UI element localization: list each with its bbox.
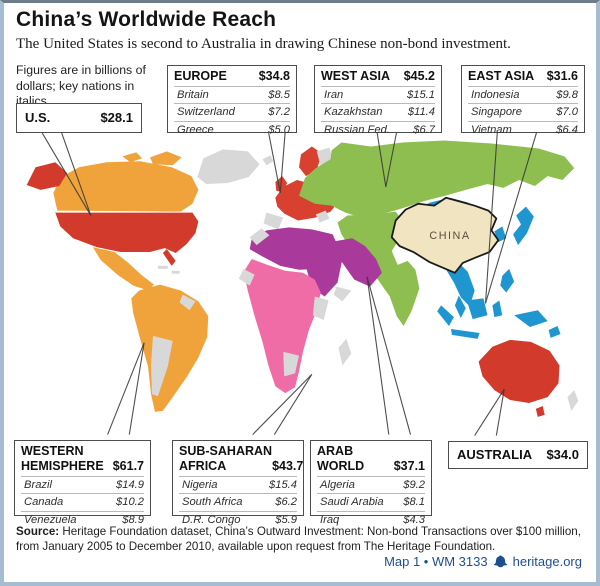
country-row: Nigeria $15.4 bbox=[179, 475, 297, 494]
region-box-western-hemisphere: WESTERN HEMISPHERE $61.7 Brazil $14.9 Cana… bbox=[14, 440, 151, 526]
map-no-data-oceania bbox=[567, 390, 579, 411]
region-total: $61.7 bbox=[112, 458, 144, 473]
country-row: Saudi Arabia $8.1 bbox=[317, 493, 425, 511]
region-name: U.S. bbox=[25, 110, 51, 125]
region-total: $31.6 bbox=[546, 69, 578, 83]
region-total: $45.2 bbox=[403, 69, 435, 83]
source-note: Source: Heritage Foundation dataset, Chi… bbox=[16, 524, 588, 555]
region-box-sub-saharan-africa: SUB-SAHARAN AFRICA $43.7 Nigeria $15.4 Sou… bbox=[172, 440, 304, 526]
region-total: $28.1 bbox=[100, 110, 133, 125]
map-number: Map 1 • WM 3133 bbox=[384, 554, 488, 569]
subtitle: The United States is second to Australia… bbox=[16, 36, 511, 52]
country-row: Kazakhstan $11.4 bbox=[321, 103, 435, 121]
region-box-australia: AUSTRALIA $34.0 bbox=[448, 441, 588, 469]
region-name: ARAB bbox=[317, 444, 354, 458]
map-no-data-north-africa bbox=[249, 228, 352, 302]
map-region-arab-world bbox=[249, 227, 382, 297]
country-row: Algeria $9.2 bbox=[317, 475, 425, 494]
source-text: Heritage Foundation dataset, China’s Out… bbox=[16, 525, 581, 554]
country-row: Brazil $14.9 bbox=[21, 475, 144, 494]
country-row: D.R. Congo $5.9 bbox=[179, 510, 297, 529]
country-row: Canada $10.2 bbox=[21, 493, 144, 511]
region-box-east-asia: EAST ASIA $31.6 Indonesia $9.8 Singapore $… bbox=[461, 65, 585, 136]
country-row: South Africa $6.2 bbox=[179, 493, 297, 511]
region-total: $37.1 bbox=[393, 458, 425, 473]
map-no-data-americas bbox=[151, 149, 260, 397]
country-row: Iraq $4.3 bbox=[317, 510, 425, 529]
map-region-australia bbox=[478, 339, 560, 417]
country-row: Indonesia $9.8 bbox=[468, 85, 578, 104]
country-row: Switzerland $7.2 bbox=[174, 103, 290, 121]
credit-site-link[interactable]: heritage.org bbox=[512, 554, 582, 569]
map-no-data-africa bbox=[238, 268, 352, 377]
world-map: CHINA bbox=[26, 131, 579, 436]
country-row: Russian Fed. $6.7 bbox=[321, 120, 435, 139]
region-name: WEST ASIA bbox=[321, 69, 390, 83]
region-total: $43.7 bbox=[272, 458, 304, 473]
country-row: Venezuela $8.9 bbox=[21, 510, 144, 529]
china-label: CHINA bbox=[429, 230, 470, 242]
region-box-arab-world: ARAB WORLD $37.1 Algeria $9.2 Saudi Arabia… bbox=[310, 440, 432, 526]
country-row: Greece $5.0 bbox=[174, 120, 290, 139]
region-total: $34.0 bbox=[546, 447, 579, 462]
map-region-us bbox=[26, 162, 199, 266]
region-box-west-asia: WEST ASIA $45.2 Iran $15.1 Kazakhstan $11.… bbox=[314, 65, 442, 136]
page-title: China’s Worldwide Reach bbox=[16, 8, 277, 31]
country-row: Singapore $7.0 bbox=[468, 103, 578, 121]
country-row: Vietnam $6.4 bbox=[468, 120, 578, 139]
region-name: WESTERN bbox=[21, 444, 84, 458]
credit-line: Map 1 • WM 3133 heritage.org bbox=[384, 554, 582, 569]
region-box-us: U.S. $28.1 bbox=[16, 103, 142, 133]
map-no-data-europe bbox=[262, 147, 333, 230]
map-region-china: CHINA bbox=[390, 196, 500, 274]
country-row: Britain $8.5 bbox=[174, 85, 290, 104]
region-box-europe: EUROPE $34.8 Britain $8.5 Switzerland $7.2… bbox=[167, 65, 297, 136]
region-name: EAST ASIA bbox=[468, 69, 535, 83]
source-label: Source: bbox=[16, 525, 60, 538]
region-name: AUSTRALIA bbox=[457, 447, 533, 462]
region-name: EUROPE bbox=[174, 69, 227, 83]
region-total: $34.8 bbox=[258, 69, 290, 83]
region-name: SUB-SAHARAN bbox=[179, 444, 273, 458]
country-row: Iran $15.1 bbox=[321, 85, 435, 104]
heritage-bell-icon bbox=[493, 555, 508, 568]
callout-leader-lines bbox=[41, 131, 538, 436]
map-region-sub-saharan-africa bbox=[243, 258, 321, 394]
